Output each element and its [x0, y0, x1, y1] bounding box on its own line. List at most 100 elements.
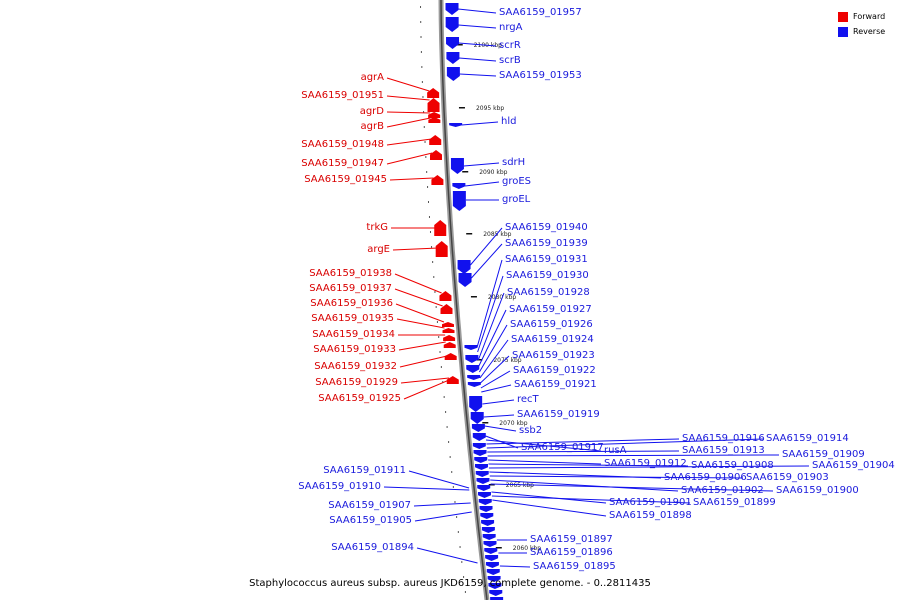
gene-arrow [474, 464, 488, 470]
gene-label-scrr[interactable]: scrR [499, 40, 521, 51]
tick-mark [470, 296, 477, 298]
leader-line [488, 465, 810, 469]
gene-label-groel[interactable]: groEL [502, 194, 531, 205]
gene-arrow [485, 562, 499, 568]
gene-label-saa6159-01916[interactable]: SAA6159_01916 [682, 433, 765, 444]
gene-label-saa6159-01938[interactable]: SAA6159_01938 [309, 268, 392, 279]
leader-line [458, 42, 497, 47]
gene-label-saa6159-01917[interactable]: SAA6159_01917 [521, 442, 604, 453]
gene-label-saa6159-01936[interactable]: SAA6159_01936 [310, 298, 393, 309]
scale-dot [451, 471, 453, 473]
gene-label-saa6159-01939[interactable]: SAA6159_01939 [505, 238, 588, 249]
gene-label-saa6159-01900[interactable]: SAA6159_01900 [776, 485, 859, 496]
gene-label-saa6159-01923[interactable]: SAA6159_01923 [512, 350, 595, 361]
gene-label-saa6159-01908[interactable]: SAA6159_01908 [691, 460, 774, 471]
gene-label-agra[interactable]: agrA [360, 72, 384, 83]
leader-line [399, 355, 448, 368]
gene-label-saa6159-01897[interactable]: SAA6159_01897 [530, 534, 613, 545]
gene-label-saa6159-01903[interactable]: SAA6159_01903 [746, 472, 829, 483]
gene-label-saa6159-01925[interactable]: SAA6159_01925 [318, 393, 401, 404]
gene-arrow [472, 433, 486, 441]
gene-label-saa6159-01947[interactable]: SAA6159_01947 [301, 158, 384, 169]
gene-label-saa6159-01898[interactable]: SAA6159_01898 [609, 510, 692, 521]
legend-forward-label: Forward [853, 11, 886, 21]
legend: Forward Reverse [838, 9, 885, 39]
gene-label-saa6159-01910[interactable]: SAA6159_01910 [298, 481, 381, 492]
gene-label-saa6159-01912[interactable]: SAA6159_01912 [604, 458, 687, 469]
gene-label-saa6159-01901[interactable]: SAA6159_01901 [609, 497, 692, 508]
gene-label-saa6159-01926[interactable]: SAA6159_01926 [510, 319, 593, 330]
gene-label-saa6159-01931[interactable]: SAA6159_01931 [505, 254, 588, 265]
gene-label-saa6159-01907[interactable]: SAA6159_01907 [328, 500, 411, 511]
gene-label-saa6159-01951[interactable]: SAA6159_01951 [301, 90, 384, 101]
gene-label-ssb2[interactable]: ssb2 [519, 425, 543, 436]
gene-arrow [452, 183, 466, 189]
leader-line [482, 399, 515, 405]
scale-dot [435, 306, 437, 308]
gene-label-saa6159-01902[interactable]: SAA6159_01902 [681, 485, 764, 496]
gene-label-saa6159-01913[interactable]: SAA6159_01913 [682, 445, 765, 456]
gene-label-scrb[interactable]: scrB [499, 55, 521, 66]
chromosome-backbone [440, 0, 488, 600]
gene-arrow [427, 98, 440, 112]
gene-label-saa6159-01919[interactable]: SAA6159_01919 [517, 409, 600, 420]
gene-label-saa6159-01911[interactable]: SAA6159_01911 [323, 465, 406, 476]
gene-arrow [477, 492, 491, 498]
gene-label-agrb[interactable]: agrB [360, 121, 384, 132]
gene-label-rusa[interactable]: rusA [604, 445, 627, 456]
gene-label-saa6159-01905[interactable]: SAA6159_01905 [329, 515, 412, 526]
gene-label-hld[interactable]: hld [501, 116, 517, 127]
gene-label-trkg[interactable]: trkG [366, 222, 388, 233]
gene-label-nrga[interactable]: nrgA [499, 22, 523, 33]
gene-label-rect[interactable]: recT [517, 394, 539, 405]
gene-label-sdrh[interactable]: sdrH [502, 157, 526, 168]
gene-label-saa6159-01930[interactable]: SAA6159_01930 [506, 270, 589, 281]
gene-label-saa6159-01909[interactable]: SAA6159_01909 [782, 449, 865, 460]
scale-dot [421, 81, 423, 83]
gene-label-saa6159-01929[interactable]: SAA6159_01929 [315, 377, 398, 388]
scale-dot [432, 261, 434, 263]
gene-label-saa6159-01914[interactable]: SAA6159_01914 [766, 433, 849, 444]
gene-label-arge[interactable]: argE [367, 244, 390, 255]
leader-line [477, 275, 504, 353]
scale-dot [425, 156, 427, 158]
gene-label-saa6159-01953[interactable]: SAA6159_01953 [499, 70, 582, 81]
scale-dot [448, 441, 450, 443]
gene-label-saa6159-01921[interactable]: SAA6159_01921 [514, 379, 597, 390]
gene-label-saa6159-01940[interactable]: SAA6159_01940 [505, 222, 588, 233]
leader-line [487, 454, 780, 457]
leader-line [476, 259, 503, 348]
scale-dot [429, 231, 431, 233]
gene-label-saa6159-01924[interactable]: SAA6159_01924 [511, 334, 594, 345]
gene-label-saa6159-01896[interactable]: SAA6159_01896 [530, 547, 613, 558]
gene-label-saa6159-01895[interactable]: SAA6159_01895 [533, 561, 616, 572]
gene-label-saa6159-01932[interactable]: SAA6159_01932 [314, 361, 397, 372]
gene-label-saa6159-01922[interactable]: SAA6159_01922 [513, 365, 596, 376]
gene-label-saa6159-01904[interactable]: SAA6159_01904 [812, 460, 895, 471]
gene-label-saa6159-01948[interactable]: SAA6159_01948 [301, 139, 384, 150]
gene-label-saa6159-01894[interactable]: SAA6159_01894 [331, 542, 414, 553]
scale-dot [420, 6, 422, 8]
tick-mark [458, 107, 465, 109]
gene-label-saa6159-01935[interactable]: SAA6159_01935 [311, 313, 394, 324]
scale-dot [452, 486, 454, 488]
position-tick-label: 2065 kbp [506, 482, 534, 489]
scale-dot [420, 51, 422, 53]
gene-label-saa6159-01934[interactable]: SAA6159_01934 [312, 329, 395, 340]
gene-label-saa6159-01928[interactable]: SAA6159_01928 [507, 287, 590, 298]
gene-label-saa6159-01899[interactable]: SAA6159_01899 [693, 497, 776, 508]
gene-label-saa6159-01933[interactable]: SAA6159_01933 [313, 344, 396, 355]
gene-label-saa6159-01906[interactable]: SAA6159_01906 [664, 472, 747, 483]
gene-label-saa6159-01927[interactable]: SAA6159_01927 [509, 304, 592, 315]
gene-arrow [429, 135, 442, 145]
gene-label-agrd[interactable]: agrD [359, 106, 384, 117]
scale-dot [442, 381, 444, 383]
gene-label-groes[interactable]: groES [502, 176, 532, 187]
gene-label-saa6159-01957[interactable]: SAA6159_01957 [499, 7, 582, 18]
scale-dot [428, 216, 430, 218]
gene-arrow [442, 328, 455, 333]
leader-line [386, 95, 430, 101]
gene-label-saa6159-01945[interactable]: SAA6159_01945 [304, 174, 387, 185]
gene-arrow [473, 450, 487, 456]
gene-label-saa6159-01937[interactable]: SAA6159_01937 [309, 283, 392, 294]
